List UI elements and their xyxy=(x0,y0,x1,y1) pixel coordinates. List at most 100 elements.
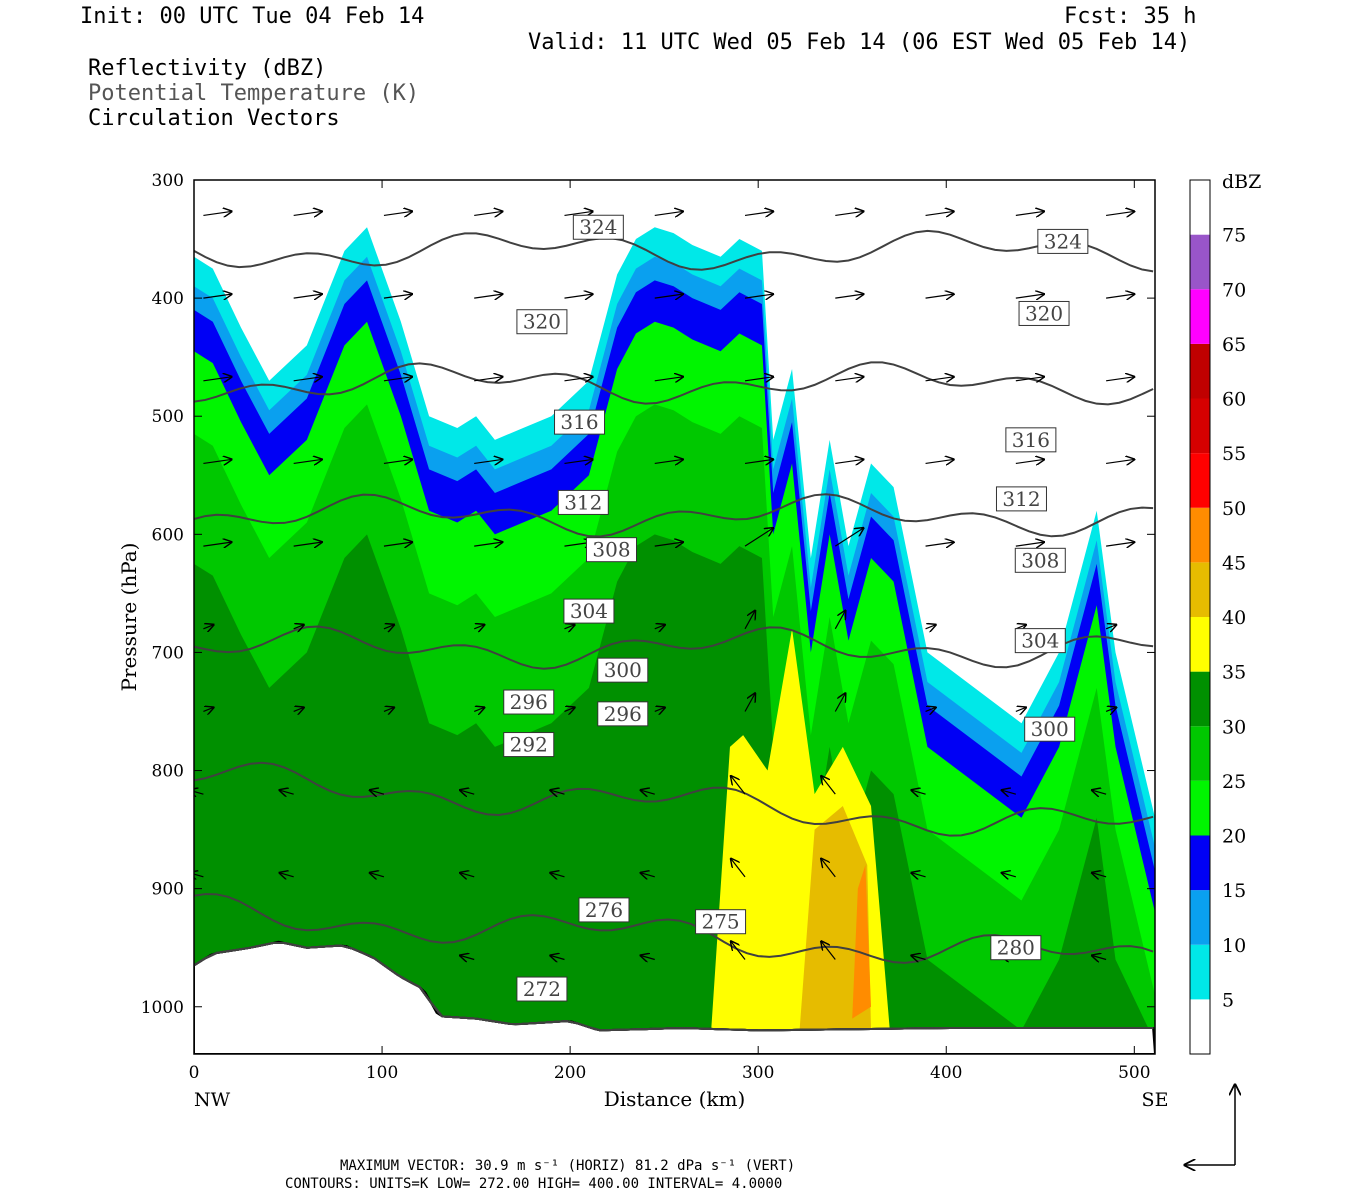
y-tick-label: 500 xyxy=(152,407,184,427)
colorbar-label: 50 xyxy=(1222,498,1246,520)
circulation-vector xyxy=(744,528,773,547)
y-tick-label: 800 xyxy=(152,762,184,782)
circulation-vector xyxy=(383,377,412,381)
circulation-vector xyxy=(835,294,863,298)
colorbar-label: 40 xyxy=(1222,607,1246,629)
theta-label-text: 312 xyxy=(1002,487,1040,511)
theta-label-text: 308 xyxy=(1021,548,1059,572)
colorbar-label: 30 xyxy=(1222,716,1246,738)
theta-contour-320 xyxy=(194,361,1154,406)
circulation-vector xyxy=(834,528,863,547)
theta-contour-label: 324 xyxy=(572,214,624,240)
theta-label-box xyxy=(995,486,1047,512)
circulation-vector xyxy=(564,211,592,215)
circulation-vector xyxy=(293,459,322,463)
colorbar-bin xyxy=(1190,726,1210,781)
x-end-label-se: SE xyxy=(1142,1089,1169,1111)
circulation-vector xyxy=(821,942,836,960)
colorbar-unit: dBZ xyxy=(1222,171,1261,193)
circulation-vector xyxy=(474,377,502,381)
y-tick-label: 700 xyxy=(152,643,184,663)
colorbar-label: 45 xyxy=(1222,552,1246,574)
theta-contour-label: 316 xyxy=(554,409,606,435)
circulation-vector xyxy=(203,377,231,381)
circulation-vector xyxy=(925,377,954,381)
theta-contour-label: 308 xyxy=(1014,547,1066,573)
circulation-vector xyxy=(564,377,592,381)
y-tick-label: 300 xyxy=(152,171,184,191)
colorbar-bin xyxy=(1190,289,1210,344)
circulation-vector xyxy=(383,294,412,298)
colorbar-label: 5 xyxy=(1222,989,1234,1011)
theta-contour-label: 312 xyxy=(557,489,609,515)
circulation-vector xyxy=(925,542,954,546)
circulation-vector xyxy=(1092,873,1107,877)
theta-label-text: 275 xyxy=(701,910,739,934)
circulation-vector xyxy=(654,377,683,381)
theta-label-text: 308 xyxy=(592,538,630,562)
circulation-vector xyxy=(460,873,475,877)
colorbar-label: 25 xyxy=(1222,771,1246,793)
field-label-reflectivity: Reflectivity (dBZ) xyxy=(88,56,327,81)
circulation-vector xyxy=(1106,377,1134,381)
theta-contour-label: 320 xyxy=(516,309,568,335)
colorbar-bin-below-5 xyxy=(1190,999,1210,1054)
circulation-vector xyxy=(744,294,773,298)
circulation-vector xyxy=(744,377,773,381)
colorbar-bin xyxy=(1190,180,1210,235)
circulation-vector xyxy=(293,377,322,381)
circulation-vector xyxy=(925,625,936,629)
theta-label-box xyxy=(597,657,649,683)
theta-label-text: 300 xyxy=(604,658,642,682)
circulation-vector xyxy=(383,211,412,215)
circulation-vector xyxy=(564,459,592,463)
colorbar-bin xyxy=(1190,671,1210,727)
x-tick-label: 0 xyxy=(189,1063,200,1083)
circulation-vector xyxy=(1092,790,1107,794)
theta-label-box xyxy=(1024,716,1076,742)
circulation-vector xyxy=(641,873,655,877)
theta-label-box xyxy=(597,701,649,727)
circulation-vector xyxy=(203,625,213,629)
circulation-vector xyxy=(203,542,231,546)
max-vector-footer: MAXIMUM VECTOR: 30.9 m s⁻¹ (HORIZ) 81.2 … xyxy=(340,1158,796,1174)
y-tick-label: 1000 xyxy=(141,998,184,1018)
colorbar-bin xyxy=(1190,234,1210,290)
circulation-vector xyxy=(1015,294,1044,298)
theta-label-text: 304 xyxy=(1021,629,1059,653)
colorbar-label: 65 xyxy=(1222,334,1246,356)
circulation-vector xyxy=(203,294,231,298)
colorbar-bin xyxy=(1190,944,1210,1000)
circulation-vector xyxy=(564,707,574,711)
plot-frame xyxy=(193,179,1156,1055)
reflectivity-core-40 xyxy=(799,805,872,1031)
colorbar-label: 55 xyxy=(1222,443,1246,465)
colorbar-bin xyxy=(1190,562,1210,617)
theta-contour-label: 304 xyxy=(563,598,615,624)
circulation-vector xyxy=(550,956,565,960)
theta-label-box xyxy=(503,689,555,715)
circulation-vector xyxy=(383,707,394,711)
theta-label-text: 272 xyxy=(523,977,561,1001)
theta-label-text: 300 xyxy=(1031,717,1069,741)
theta-contour-label: 300 xyxy=(597,657,649,683)
theta-label-box xyxy=(1037,228,1089,254)
circulation-vector xyxy=(731,942,746,960)
circulation-vector xyxy=(925,294,954,298)
circulation-vector xyxy=(912,873,926,877)
theta-contour-label: 296 xyxy=(597,701,649,727)
x-tick-label: 300 xyxy=(742,1063,774,1083)
theta-label-box xyxy=(1014,628,1066,654)
circulation-vector xyxy=(654,294,683,298)
theta-contour-272 xyxy=(194,941,1154,1032)
x-tick-label: 100 xyxy=(366,1063,398,1083)
theta-label-text: 304 xyxy=(570,599,608,623)
circulation-vector xyxy=(370,873,385,877)
circulation-vector xyxy=(460,956,475,960)
circulation-vector xyxy=(1015,542,1044,546)
colorbar-bin xyxy=(1190,453,1210,508)
forecast-hour-label: Fcst: 35 h xyxy=(1064,4,1197,29)
circulation-vector xyxy=(654,459,683,463)
circulation-vector xyxy=(834,611,845,630)
